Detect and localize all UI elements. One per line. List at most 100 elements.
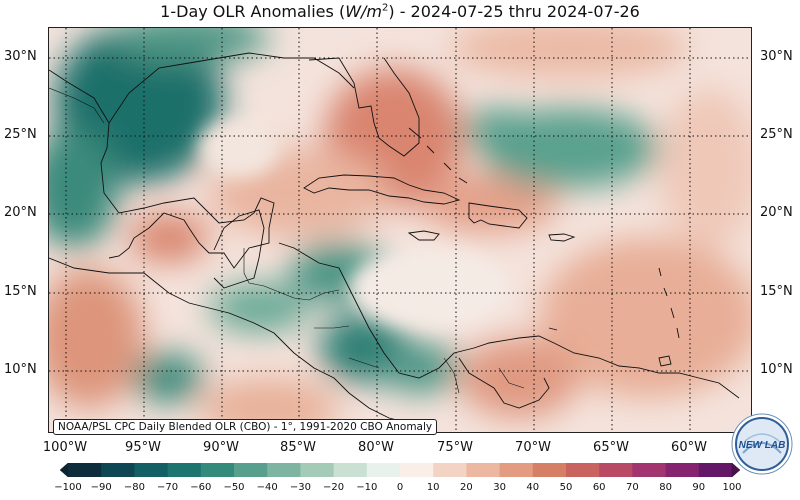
costa-rica-border xyxy=(348,357,380,369)
aruba xyxy=(548,327,558,331)
honduras-border xyxy=(273,289,340,301)
colorbar-tick-label: −20 xyxy=(323,482,345,493)
us-north-coast xyxy=(108,52,355,124)
anomaly-gulf-light xyxy=(199,118,279,178)
colorbar-cell xyxy=(366,463,401,477)
panama-colombia-border xyxy=(443,357,460,394)
colorbar-tick-label: 70 xyxy=(626,482,639,493)
lat-label-left-20: 20°N xyxy=(4,205,37,220)
anomaly-north-atlantic-positive xyxy=(449,28,689,78)
hispaniola xyxy=(468,202,528,229)
data-source-credit: NOAA/PSL CPC Daily Blended OLR (CBO) - 1… xyxy=(53,419,438,435)
colorbar-cell xyxy=(300,463,335,477)
bahamas-2 xyxy=(426,145,435,154)
lon-label-65w: 65°W xyxy=(593,440,629,455)
central-america-pacific xyxy=(228,312,410,424)
guatemala-border xyxy=(243,248,275,291)
central-america-caribbean xyxy=(278,242,740,399)
lat-label-left-30: 30°N xyxy=(4,49,37,64)
gridlines xyxy=(49,28,751,432)
anomaly-nw-negative xyxy=(109,28,269,63)
lon-label-85w: 85°W xyxy=(280,440,316,455)
colorbar-cell xyxy=(632,463,667,477)
colorbar-cell xyxy=(499,463,534,477)
anomaly-bahamas-positive xyxy=(419,173,559,233)
colorbar-cell xyxy=(532,463,567,477)
colorbar-cell xyxy=(433,463,467,477)
colorbar-cell xyxy=(333,463,368,477)
colorbar-tick-label: 90 xyxy=(692,482,706,493)
lon-label-60w: 60°W xyxy=(671,440,707,455)
colorbar-tick-label: −100 xyxy=(54,482,82,493)
anomaly-central-light xyxy=(349,248,509,328)
anomaly-east-positive xyxy=(659,88,751,248)
anomaly-mexico-positive xyxy=(129,213,209,263)
lon-label-70w: 70°W xyxy=(515,440,551,455)
lesser-antilles-1 xyxy=(658,267,662,277)
venezuela-border xyxy=(498,367,525,389)
colorbar-cell xyxy=(599,463,633,477)
colorbar-tick-label: −50 xyxy=(223,482,245,493)
yucatan xyxy=(213,209,265,289)
colorbar-tick-label: −30 xyxy=(289,482,311,493)
colombia-venezuela xyxy=(458,357,550,409)
anomaly-panama-negative xyxy=(379,343,459,393)
olr-anomaly-map xyxy=(49,28,751,432)
colorbar-tick-label: 60 xyxy=(592,482,606,493)
colorbar-tick-label: −10 xyxy=(356,482,378,493)
colorbar-tick-label: 80 xyxy=(659,482,672,493)
us-mexico-border xyxy=(49,87,105,124)
colorbar-tick-label: −40 xyxy=(256,482,278,493)
colorbar-cell xyxy=(167,463,202,477)
anomaly-pacific-west-positive xyxy=(49,268,144,408)
florida xyxy=(308,57,420,157)
colorbar-cell xyxy=(665,463,700,477)
colorbar-cell xyxy=(566,463,600,477)
anomaly-caribbean-east-positive xyxy=(539,238,751,398)
lat-label-right-30: 30°N xyxy=(760,49,793,64)
lat-label-left-10: 10°N xyxy=(4,362,37,377)
colorbar-high-arrow xyxy=(731,462,740,478)
colorbar-cell xyxy=(200,463,235,477)
lat-label-left-25: 25°N xyxy=(4,127,37,142)
lat-label-right-15: 15°N xyxy=(760,284,793,299)
anomaly-atlantic2-negative xyxy=(464,108,534,148)
anomaly-pacific-south-positive xyxy=(199,378,339,432)
trinidad xyxy=(658,355,672,367)
colorbar-tick-label: 40 xyxy=(526,482,540,493)
anomaly-pacific-negative xyxy=(134,353,204,403)
map-panel xyxy=(48,27,752,433)
jamaica xyxy=(407,230,440,241)
lon-label-90w: 90°W xyxy=(203,440,239,455)
cuba xyxy=(303,174,461,205)
colorbar-cell xyxy=(267,463,301,477)
lat-label-right-10: 10°N xyxy=(760,362,793,377)
lon-label-95w: 95°W xyxy=(125,440,161,455)
lesser-antilles-2 xyxy=(663,287,668,297)
colorbar-cell xyxy=(234,463,268,477)
colorbar-tick-label: −90 xyxy=(90,482,112,493)
lon-label-80w: 80°W xyxy=(358,440,394,455)
lat-label-right-25: 25°N xyxy=(760,127,793,142)
colorbar-cell xyxy=(400,463,434,477)
country-borders xyxy=(49,87,525,394)
nicaragua-border xyxy=(314,325,350,329)
anomaly-guatemala-negative xyxy=(209,283,309,333)
bahamas-3 xyxy=(443,162,452,171)
lab-logo-text: NEW LAB xyxy=(739,440,786,451)
colorbar-tick-label: 30 xyxy=(493,482,506,493)
colorbar-cell xyxy=(101,463,135,477)
colorbar-tick-label: 0 xyxy=(396,482,404,493)
lon-label-100w: 100°W xyxy=(42,440,88,455)
mexico-pacific xyxy=(49,257,230,314)
lesser-antilles-3 xyxy=(670,307,675,319)
lat-label-right-20: 20°N xyxy=(760,205,793,220)
colorbar-cell xyxy=(68,463,102,477)
colorbar-low-arrow xyxy=(60,462,69,478)
colorbar-tick-label: 100 xyxy=(722,482,742,493)
colorbar xyxy=(60,462,740,478)
colorbar-cell xyxy=(466,463,501,477)
map-title: 1-Day OLR Anomalies (W/m2) - 2024-07-25 … xyxy=(160,2,640,21)
anomaly-venezuela-positive xyxy=(459,338,579,418)
bahamas-4 xyxy=(458,177,468,184)
